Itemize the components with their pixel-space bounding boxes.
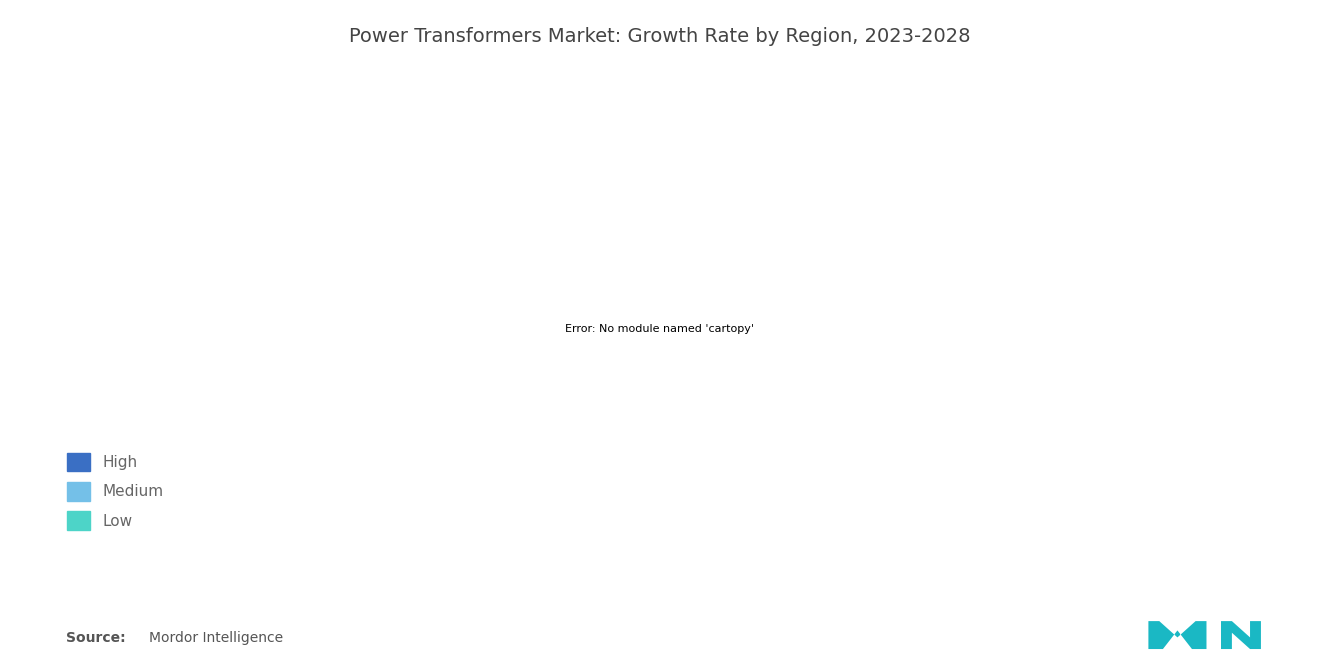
- Text: Power Transformers Market: Growth Rate by Region, 2023-2028: Power Transformers Market: Growth Rate b…: [350, 27, 970, 46]
- Polygon shape: [1221, 621, 1261, 649]
- Text: Error: No module named 'cartopy': Error: No module named 'cartopy': [565, 325, 755, 334]
- Text: Mordor Intelligence: Mordor Intelligence: [149, 631, 284, 645]
- Polygon shape: [1148, 621, 1206, 649]
- Legend: High, Medium, Low: High, Medium, Low: [59, 445, 170, 538]
- Text: Source:: Source:: [66, 631, 125, 645]
